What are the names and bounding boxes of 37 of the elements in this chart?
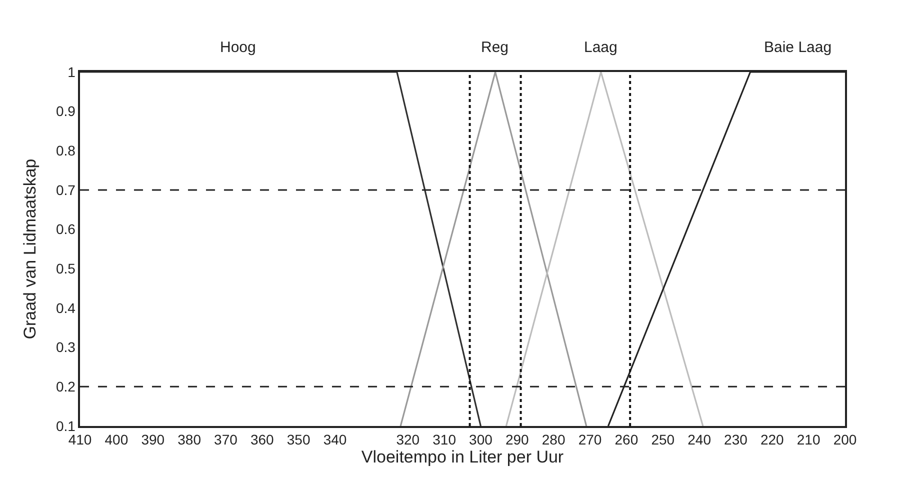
series-label: Hoog [220, 39, 256, 56]
x-tick-label: 390 [141, 432, 165, 448]
y-tick-label: 1 [68, 64, 76, 80]
x-tick-label: 310 [432, 432, 456, 448]
x-tick-label: 200 [833, 432, 857, 448]
x-tick-label: 220 [760, 432, 784, 448]
y-tick-label: 0.4 [56, 300, 76, 316]
x-tick-label: 210 [796, 432, 820, 448]
y-tick-label: 0.9 [56, 103, 76, 120]
x-tick-label: 350 [286, 432, 310, 448]
x-tick-label: 320 [396, 432, 420, 448]
x-tick-label: 290 [505, 432, 530, 448]
y-tick-label: 0.8 [56, 142, 76, 159]
x-tick-label: 410 [68, 432, 92, 448]
x-tick-label: 240 [688, 432, 712, 448]
x-tick-label: 370 [214, 432, 238, 448]
x-tick-label: 280 [542, 432, 566, 448]
x-tick-label: 230 [724, 432, 748, 448]
series-label: Laag [584, 39, 618, 56]
x-tick-label: 300 [469, 432, 493, 448]
x-axis-title: Vloeitempo in Liter per Uur [361, 448, 564, 467]
y-tick-label: 0.1 [56, 418, 76, 434]
x-tick-label: 360 [250, 432, 274, 448]
x-tick-label: 260 [614, 432, 638, 448]
x-tick-label: 400 [104, 432, 128, 448]
y-tick-label: 0.5 [56, 260, 76, 277]
x-tick-label: 340 [323, 432, 347, 448]
x-tick-label: 250 [651, 432, 675, 448]
series-label: Reg [481, 39, 509, 56]
y-tick-label: 0.6 [56, 221, 76, 238]
y-tick-label: 0.7 [56, 182, 76, 198]
y-axis-title: Graad van Lidmaatskap [20, 158, 40, 340]
series-label: Baie Laag [764, 39, 832, 56]
x-tick-label: 270 [578, 432, 602, 448]
y-tick-label: 0.2 [56, 378, 76, 395]
y-tick-label: 0.3 [56, 339, 76, 356]
x-tick-label: 380 [178, 432, 202, 448]
